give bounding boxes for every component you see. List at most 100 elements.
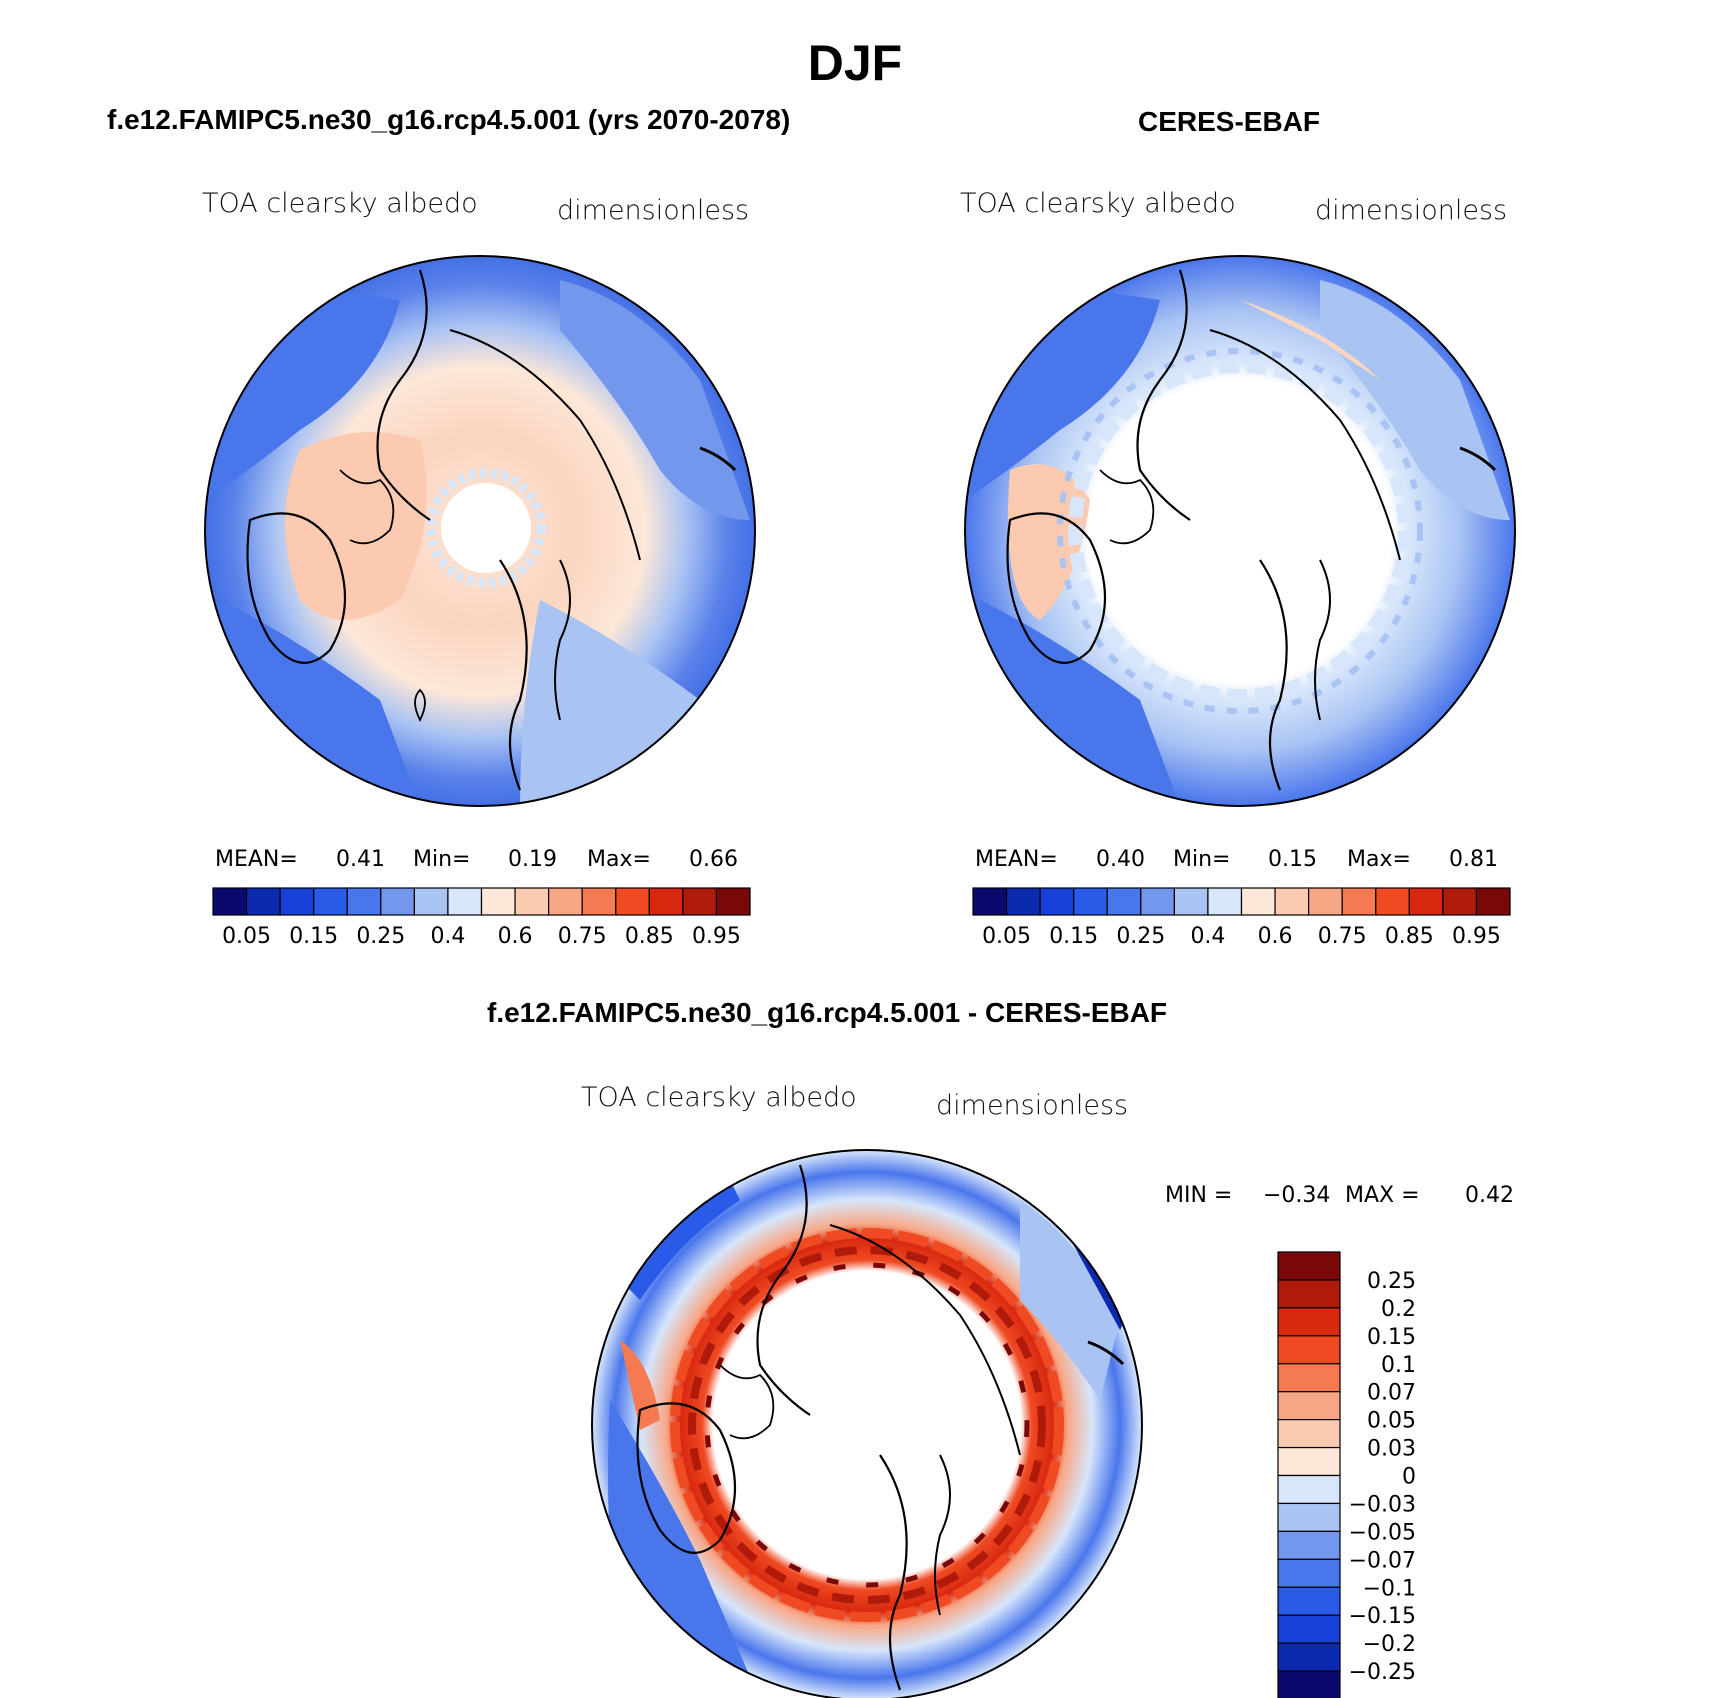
panel3-min-label: MIN =	[1165, 1183, 1233, 1208]
colorbar-swatch	[715, 887, 751, 916]
colorbar-tick-label: 0.05	[982, 924, 1031, 949]
colorbar-swatch	[1140, 887, 1175, 916]
colorbar-swatch	[380, 887, 415, 916]
colorbar-swatch	[1207, 887, 1243, 916]
colorbar-tick-label: 0.1	[1381, 1353, 1416, 1378]
colorbar-swatch	[1277, 1558, 1341, 1588]
colorbar-tick-label: 0.05	[222, 924, 271, 949]
colorbar-swatch	[1442, 887, 1478, 916]
colorbar-swatch	[1277, 1530, 1341, 1560]
colorbar-tick-label: 0.15	[289, 924, 338, 949]
colorbar-tick-label: 0.85	[625, 924, 674, 949]
colorbar-tick-label: 0.15	[1049, 924, 1098, 949]
colorbar-tick-label: −0.07	[1349, 1548, 1416, 1573]
colorbar-swatch	[1005, 887, 1041, 916]
colorbar-tick-label: 0	[1402, 1465, 1416, 1490]
panel1-mean-label: MEAN=	[215, 847, 298, 872]
colorbar-swatch	[1277, 1307, 1341, 1337]
colorbar-tick-label: −0.25	[1349, 1660, 1416, 1685]
panel2-min-label: Min=	[1173, 847, 1231, 872]
panel2-variable-label: TOA clearsky albedo	[960, 188, 1236, 219]
colorbar-swatch	[1277, 1474, 1341, 1505]
colorbar-ceres: 0.05 0.15 0.25 0.4 0.6 0.75 0.85 0.95	[972, 887, 1511, 949]
colorbar-tick-label: −0.15	[1349, 1604, 1416, 1629]
colorbar-tick-label: 0.4	[430, 924, 465, 949]
colorbar-tick-label: 0.25	[1367, 1269, 1416, 1294]
panel2-max-label: Max=	[1347, 847, 1411, 872]
panel2-min-value: 0.15	[1268, 847, 1317, 872]
panel3-min-value: −0.34	[1263, 1183, 1331, 1208]
colorbar-swatch	[1277, 1614, 1341, 1644]
colorbar-swatch	[1375, 887, 1410, 916]
colorbar-swatch	[548, 887, 583, 916]
colorbar-swatch	[279, 887, 315, 916]
colorbar-swatch	[1277, 1251, 1341, 1281]
colorbar-swatch	[1277, 1502, 1341, 1532]
panel3-title: f.e12.FAMIPC5.ne30_g16.rcp4.5.001 - CERE…	[487, 997, 1168, 1028]
panel1-max-value: 0.66	[689, 847, 738, 872]
figure-title: DJF	[807, 35, 903, 91]
colorbar-swatch	[1277, 1446, 1341, 1477]
colorbar-tick-label: 0.6	[498, 924, 533, 949]
colorbar-swatch	[1341, 887, 1377, 916]
colorbar-swatch	[615, 887, 650, 916]
panel1-variable-label: TOA clearsky albedo	[202, 188, 478, 219]
colorbar-swatch	[1039, 887, 1075, 916]
panel1-max-label: Max=	[587, 847, 651, 872]
colorbar-tick-label: 0.25	[356, 924, 405, 949]
colorbar-swatch	[648, 887, 684, 916]
panel2-max-value: 0.81	[1449, 847, 1498, 872]
colorbar-swatch	[1073, 887, 1108, 916]
colorbar-tick-label: 0.95	[692, 924, 741, 949]
panel2-title: CERES-EBAF	[1138, 106, 1321, 137]
colorbar-swatch	[1277, 1586, 1341, 1616]
colorbar-swatch	[682, 887, 718, 916]
colorbar-tick-label: 0.15	[1367, 1325, 1416, 1350]
panel2-mean-value: 0.40	[1096, 847, 1145, 872]
colorbar-swatch	[447, 887, 483, 916]
colorbar-swatch	[1277, 1363, 1341, 1393]
colorbar-tick-label: 0.95	[1452, 924, 1501, 949]
colorbar-swatch	[1408, 887, 1444, 916]
colorbar-tick-label: 0.05	[1367, 1409, 1416, 1434]
colorbar-tick-label: 0.6	[1258, 924, 1293, 949]
colorbar-swatch	[1475, 887, 1511, 916]
panel3-variable-label: TOA clearsky albedo	[581, 1082, 857, 1113]
model-albedo-map	[205, 256, 755, 806]
colorbar-swatch	[1277, 1335, 1341, 1365]
panel2-mean-label: MEAN=	[975, 847, 1058, 872]
colorbar-tick-label: 0.75	[558, 924, 607, 949]
colorbar-swatch	[972, 887, 1008, 916]
colorbar-model: 0.05 0.15 0.25 0.4 0.6 0.75 0.85 0.95	[212, 887, 751, 949]
colorbar-swatch	[1308, 887, 1343, 916]
colorbar-swatch	[1106, 887, 1142, 916]
colorbar-swatch	[1173, 887, 1209, 916]
colorbar-tick-label: −0.03	[1349, 1492, 1416, 1517]
colorbar-swatch	[581, 887, 617, 916]
colorbar-tick-label: 0.4	[1190, 924, 1225, 949]
colorbar-swatch	[1274, 887, 1310, 916]
colorbar-difference: 0.25 0.2 0.15 0.1 0.07 0.05 0.03 0−0.03 −0.05 −0.…	[1277, 1251, 1416, 1698]
colorbar-swatch	[1240, 887, 1276, 916]
panel1-min-label: Min=	[413, 847, 471, 872]
colorbar-swatch	[1277, 1279, 1341, 1309]
colorbar-tick-label: 0.07	[1367, 1381, 1416, 1406]
panel2-units-label: dimensionless	[1315, 195, 1508, 226]
panel1-min-value: 0.19	[508, 847, 557, 872]
colorbar-swatch	[1277, 1419, 1341, 1449]
colorbar-swatch	[413, 887, 449, 916]
colorbar-tick-label: 0.25	[1116, 924, 1165, 949]
panel3-max-value: 0.42	[1465, 1183, 1514, 1208]
panel3-units-label: dimensionless	[936, 1090, 1129, 1121]
colorbar-swatch	[1277, 1670, 1341, 1698]
colorbar-swatch	[313, 887, 348, 916]
ceres-albedo-map	[965, 256, 1515, 806]
colorbar-tick-label: 0.03	[1367, 1437, 1416, 1462]
panel3-max-label: MAX =	[1345, 1183, 1420, 1208]
colorbar-tick-label: −0.05	[1349, 1520, 1416, 1545]
colorbar-tick-label: 0.2	[1381, 1297, 1416, 1322]
colorbar-tick-label: 0.75	[1318, 924, 1367, 949]
colorbar-swatch	[1277, 1391, 1341, 1421]
panel1-title: f.e12.FAMIPC5.ne30_g16.rcp4.5.001 (yrs 2…	[107, 104, 791, 135]
